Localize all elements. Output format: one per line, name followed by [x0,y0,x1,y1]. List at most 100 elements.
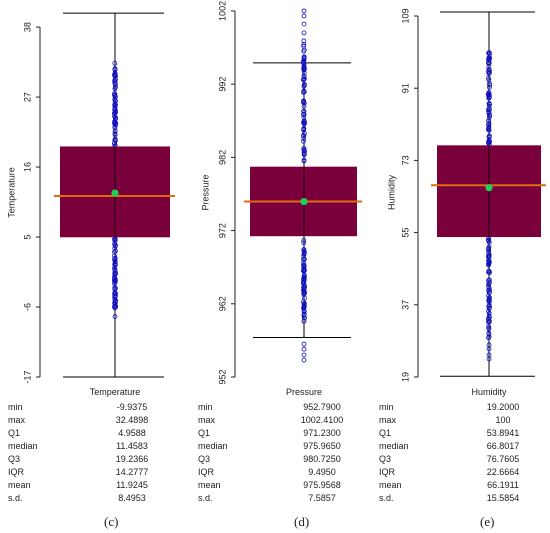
outlier-point [301,38,307,44]
y-tick-label: 992 [217,77,227,92]
outlier-point [301,83,307,89]
stat-label: max [8,415,26,425]
stat-value: 100 [495,415,511,425]
outlier-point [301,118,307,124]
outlier-point [486,346,492,352]
outlier-point [301,357,307,363]
outlier-point [486,134,492,140]
stat-value: 66.8017 [486,441,520,451]
y-tick-label: 972 [217,223,227,238]
stats-row: Q1 971.2300 [198,427,382,440]
outlier-point [487,112,492,118]
stat-label: mean [379,480,402,490]
outlier-point [487,81,492,87]
outlier-point [301,42,307,47]
outlier-point [112,258,118,264]
stats-row: Q3 19.2366 [8,453,192,466]
outlier-point [487,295,492,300]
outlier-point [301,341,307,347]
outlier-point [301,54,307,60]
stats-row: mean 66.1911 [379,479,550,492]
outlier-point [301,66,307,72]
outlier-point [301,8,307,14]
outlier-point [301,238,307,243]
outlier-point [301,250,307,256]
outlier-point [486,67,492,73]
stats-row: max 32.4898 [8,414,192,427]
outlier-point [486,50,492,56]
stat-value: 8.4953 [118,493,146,503]
outlier-point [486,75,491,81]
outlier-point [486,140,491,146]
stat-label: mean [8,480,31,490]
y-tick-label: 27 [22,92,32,102]
outlier-point [486,127,492,133]
stat-label: IQR [198,467,215,477]
stat-value: 975.9568 [303,480,341,490]
outlier-point [301,286,307,292]
y-tick-label: 16 [22,162,32,172]
y-tick-label: 962 [217,296,227,311]
outlier-point [486,92,491,98]
y-tick-label: 55 [400,228,410,238]
stat-value: 9.4950 [308,467,336,477]
outlier-point [301,147,307,153]
outlier-point [301,48,307,54]
outlier-point [113,271,118,277]
outlier-point [301,313,307,319]
outlier-point [486,297,492,303]
stat-value: 15.5854 [486,493,520,503]
outlier-point [112,293,118,299]
outlier-point [113,84,118,90]
stats-row: IQR 14.2777 [8,466,192,479]
panel-label: (e) [480,514,495,529]
stat-value: 19.2000 [486,402,520,412]
stat-value: 980.7250 [303,454,341,464]
y-tick-label: 37 [400,300,410,310]
outlier-point [487,303,492,309]
stats-row: median 11.4583 [8,440,192,453]
panel-2-plot: 19 37 55 73 91 109 Humidity Humidity [386,9,546,397]
outlier-point [301,74,307,79]
mean-point [485,184,493,192]
stat-value: 32.4898 [115,415,149,425]
outlier-point [112,256,118,262]
outlier-point [113,116,118,122]
outlier-point [301,64,307,70]
stat-label: IQR [379,467,396,477]
stat-label: max [198,415,216,425]
y-tick-label: -6 [22,303,32,311]
stat-value: 975.9650 [303,441,341,451]
outlier-point [112,70,118,76]
outlier-point [487,67,492,73]
stats-table: min -9.9375 max 32.4898 Q1 4.9588 median 11.458… [8,401,192,505]
stat-value: 11.4583 [116,441,148,451]
outlier-point [301,108,306,114]
outlier-point [112,281,117,287]
outlier-point [301,248,307,254]
outlier-point [112,101,118,107]
stats-row: median 975.9650 [198,440,382,453]
stat-label: s.d. [198,493,213,503]
y-tick-label: 109 [400,9,410,24]
stat-label: min [198,402,213,412]
outlier-point [112,140,117,146]
outlier-point [301,59,306,65]
outlier-point [301,126,307,131]
outlier-point [301,146,307,151]
stats-row: s.d. 8.4953 [8,492,192,505]
stats-row: min 952.7900 [198,401,382,414]
stat-value: 19.2366 [115,454,149,464]
stat-label: Q1 [8,428,21,438]
mean-point [300,198,308,206]
outlier-point [301,30,307,36]
outlier-point [112,304,117,309]
outlier-point [486,268,492,274]
outlier-point [487,102,492,107]
outlier-point [112,137,118,143]
outlier-point [112,91,117,97]
stat-label: Q1 [198,428,211,438]
stats-row: Q1 53.8941 [379,427,550,440]
outlier-point [301,275,307,280]
